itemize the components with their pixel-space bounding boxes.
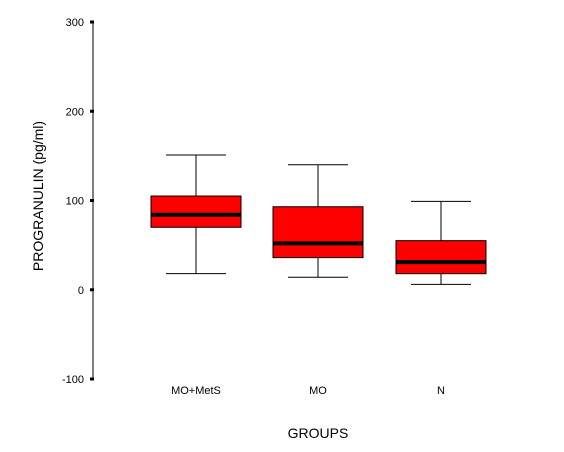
x-axis-title: GROUPS xyxy=(288,425,349,441)
y-tick-label: 200 xyxy=(66,106,84,118)
box-iqr xyxy=(150,195,242,228)
y-tick-mark xyxy=(90,288,94,292)
x-tick-label: N xyxy=(437,385,445,397)
x-tick-label: MO xyxy=(309,385,327,397)
y-tick-label: 0 xyxy=(78,285,84,297)
y-axis: -100 0 100 200 300 xyxy=(62,17,94,386)
box-mo xyxy=(272,164,364,278)
y-tick-label: 100 xyxy=(66,196,84,208)
y-tick-label: 300 xyxy=(66,17,84,29)
box-iqr xyxy=(272,206,364,259)
box-mo-mets xyxy=(150,154,242,275)
y-axis-title: PROGRANULIN (pg/ml) xyxy=(30,121,46,271)
y-tick-label: -100 xyxy=(62,374,84,386)
y-tick-mark xyxy=(90,199,94,202)
y-tick-mark xyxy=(90,109,94,113)
y-tick-mark xyxy=(90,20,94,24)
y-tick-mark xyxy=(90,377,94,381)
box-iqr xyxy=(395,240,487,275)
box-plot-series xyxy=(150,154,487,285)
x-axis-tick-labels: MO+MetS MO N xyxy=(171,385,445,397)
x-tick-label: MO+MetS xyxy=(171,385,221,397)
box-n xyxy=(395,200,487,285)
